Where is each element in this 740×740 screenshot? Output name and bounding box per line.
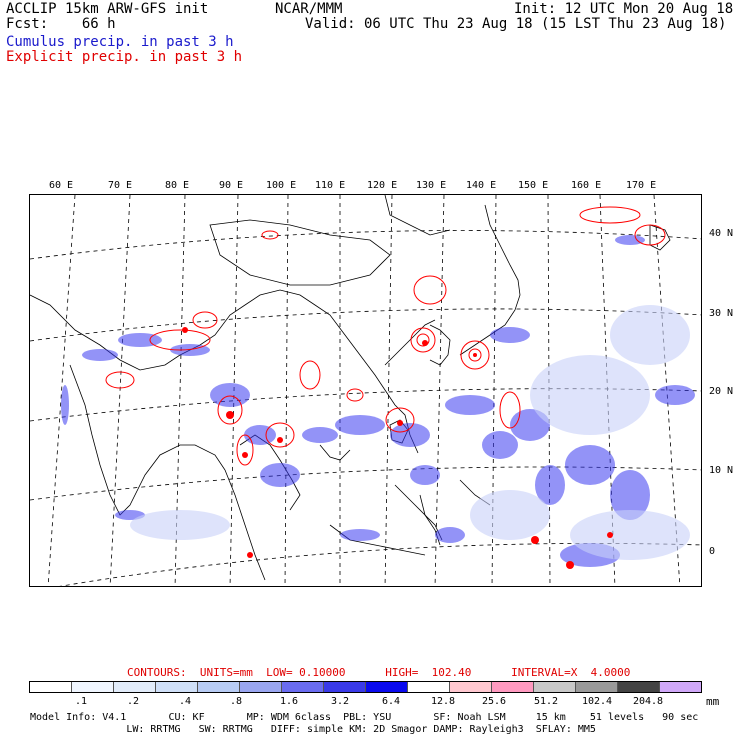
model-title: ACCLIP 15km ARW-GFS init [6,1,209,17]
colorbar-swatch [408,682,450,692]
explicit-core [182,327,613,569]
colorbar-tick: .1 [74,696,88,707]
colorbar-swatch [492,682,534,692]
explicit-legend: Explicit precip. in past 3 h [6,49,243,65]
colorbar-tick: 1.6 [279,696,299,707]
lon-label: 150 E [518,180,549,191]
colorbar-tick: 204.8 [632,696,664,707]
colorbar-tick: .8 [229,696,243,707]
colorbar-unit: mm [706,695,720,708]
lon-label: 60 E [49,180,74,191]
colorbar-tick: 12.8 [430,696,456,707]
colorbar-swatch [660,682,701,692]
lon-label: 90 E [219,180,244,191]
init-time: Init: 12 UTC Mon 20 Aug 18 [514,1,734,17]
lat-label: 20 N [709,386,734,397]
colorbar-tick: 102.4 [581,696,613,707]
colorbar-tick: .4 [178,696,192,707]
lat-label: 40 N [709,228,734,239]
colorbar-swatch [534,682,576,692]
explicit-precip [105,206,666,466]
colorbar-swatch [156,682,198,692]
colorbar-swatch [240,682,282,692]
precip-map [29,194,702,587]
color-bar [29,681,702,693]
colorbar-tick: 3.2 [330,696,350,707]
colorbar-tick: .2 [126,696,140,707]
model-physics: LW: RRTMG SW: RRTMG DIFF: simple KM: 2D … [30,724,596,735]
colorbar-tick: 25.6 [481,696,507,707]
forecast-hour: Fcst: 66 h [6,16,116,32]
lon-label: 80 E [165,180,190,191]
colorbar-swatch [72,682,114,692]
lat-label: 0 [709,546,716,557]
lon-label: 160 E [571,180,602,191]
valid-time: Valid: 06 UTC Thu 23 Aug 18 (15 LST Thu … [305,16,727,32]
cumulus-light [130,305,690,560]
colorbar-swatch [618,682,660,692]
colorbar-swatch [576,682,618,692]
lon-label: 170 E [626,180,657,191]
colorbar-swatch [450,682,492,692]
colorbar-swatch [324,682,366,692]
institution-label: NCAR/MMM [275,1,343,17]
lon-label: 140 E [466,180,497,191]
lon-label: 70 E [108,180,133,191]
colorbar-swatch [282,682,324,692]
lat-label: 30 N [709,308,734,319]
colorbar-swatch [366,682,408,692]
lon-label: 130 E [416,180,447,191]
colorbar-tick: 6.4 [381,696,401,707]
lon-label: 120 E [367,180,398,191]
model-info: Model Info: V4.1 CU: KF MP: WDM 6class P… [30,712,699,723]
cumulus-legend: Cumulus precip. in past 3 h [6,34,234,50]
map-canvas [30,195,701,586]
colorbar-swatch [30,682,72,692]
lat-label: 10 N [709,465,734,476]
contours-info: CONTOURS: UNITS=mm LOW= 0.10000 HIGH= 10… [127,666,631,679]
lon-label: 110 E [315,180,346,191]
colorbar-tick: 51.2 [533,696,559,707]
colorbar-swatch [198,682,240,692]
lon-label: 100 E [266,180,297,191]
colorbar-swatch [114,682,156,692]
